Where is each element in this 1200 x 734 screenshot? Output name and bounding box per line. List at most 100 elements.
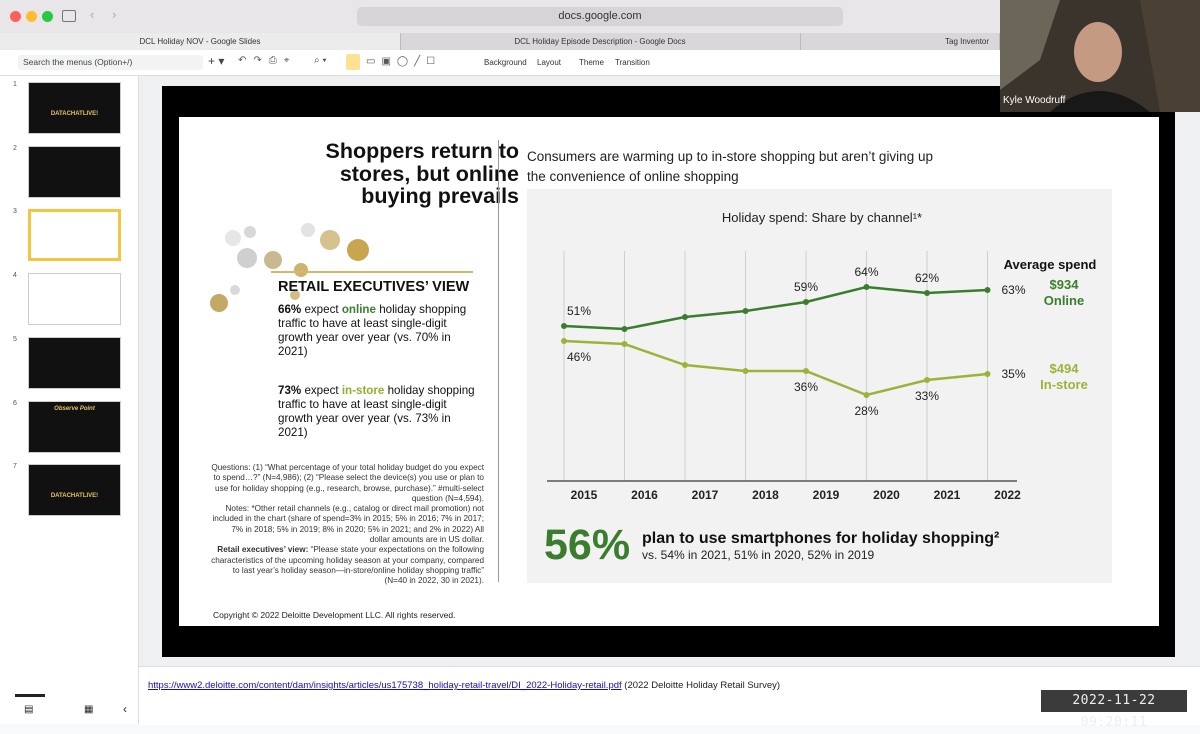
slide-title: Shoppers return to stores, but online bu… — [239, 140, 519, 208]
tab[interactable]: DCL Holiday NOV - Google Slides — [0, 33, 401, 50]
notes-caption: (2022 Deloitte Holiday Retail Survey) — [621, 680, 781, 691]
data-label: 59% — [794, 280, 818, 294]
slide-number: 4 — [13, 272, 17, 280]
zoom-button[interactable] — [42, 11, 53, 22]
grid-view-button[interactable]: ▦ — [84, 704, 94, 715]
slide-number: 3 — [13, 208, 17, 216]
slide-number: 7 — [13, 463, 17, 471]
slide-thumbnail[interactable]: DATACHATLIVE! — [28, 82, 121, 134]
back-button[interactable]: ‹ — [90, 7, 95, 22]
view-indicator — [15, 694, 45, 697]
bubble — [290, 290, 300, 300]
slide-thumbnail[interactable] — [28, 273, 121, 326]
search-menus[interactable]: Search the menus (Option+/) — [18, 55, 203, 70]
filmstrip: ▤ ▦ ‹ 1 DATACHATLIVE! 2 3 4 5 6 Observe Point 7 D… — [0, 76, 139, 724]
new-slide-button[interactable]: + ▾ — [208, 54, 225, 68]
slide-thumbnail[interactable] — [28, 145, 121, 198]
data-point — [803, 368, 809, 374]
exec-point: 73% expect in-store holiday shopping tra… — [278, 384, 478, 440]
x-tick-label: 2017 — [692, 488, 719, 502]
data-label: 36% — [794, 380, 818, 394]
slide-thumbnail[interactable]: DATACHATLIVE! — [28, 464, 121, 517]
x-tick-label: 2019 — [813, 488, 840, 502]
notes-link[interactable]: https://www2.deloitte.com/content/dam/in… — [148, 680, 622, 691]
timestamp: 2022-11-22 09:20:11 — [1041, 690, 1187, 730]
channel: online — [341, 303, 376, 316]
menu-item[interactable]: Theme — [579, 58, 604, 67]
tab[interactable]: DCL Holiday Episode Description - Google… — [400, 33, 801, 50]
webcam-overlay: Kyle Woodruff — [1000, 0, 1200, 112]
tab-title: Tag Inventor — [945, 37, 990, 46]
menu-item[interactable]: Transition — [615, 58, 650, 67]
footnote: Questions: (1) “What percentage of your … — [211, 463, 484, 503]
average-spend-amount: $934 — [1050, 277, 1080, 292]
thumbnail-text: DATACHATLIVE! — [50, 493, 99, 500]
title-line: Shoppers return to — [325, 139, 519, 163]
text: holiday shopping traffic to have at leas… — [278, 384, 475, 439]
tab[interactable]: Tag Inventor — [800, 33, 1000, 50]
legend-label: Online — [1044, 293, 1084, 308]
bubbles — [210, 223, 473, 312]
data-label: 51% — [567, 304, 591, 318]
collapse-button[interactable]: ‹ — [123, 702, 127, 716]
zoom-button[interactable]: ⌕ ▾ — [314, 55, 327, 66]
address-bar[interactable]: docs.google.com — [357, 7, 843, 26]
slide-subheading: Consumers are warming up to in-store sho… — [527, 149, 933, 184]
sidebar-icon[interactable] — [62, 10, 76, 22]
data-point — [863, 284, 870, 290]
data-point — [682, 362, 688, 368]
background-art — [1140, 0, 1200, 112]
bubble — [244, 226, 256, 238]
stat: 66% — [278, 303, 302, 316]
webcam-image — [1000, 0, 1200, 112]
x-tick-label: 2018 — [752, 488, 779, 502]
tab-title: DCL Holiday NOV - Google Slides — [139, 37, 261, 46]
data-label: 62% — [915, 271, 939, 285]
exec-heading: RETAIL EXECUTIVES’ VIEW — [278, 279, 470, 295]
menu-item[interactable]: Background — [484, 58, 527, 67]
title-line: stores, but online — [339, 161, 519, 186]
x-tick-label: 2016 — [631, 488, 658, 502]
insert-icons[interactable]: ▭▣◯╱☐ — [366, 56, 442, 67]
bubble — [320, 230, 340, 250]
smartphone-detail: vs. 54% in 2021, 51% in 2020, 52% in 201… — [642, 548, 874, 562]
menu-item[interactable]: Layout — [537, 58, 562, 67]
close-button[interactable] — [10, 11, 21, 22]
data-point — [863, 392, 870, 398]
text: expect — [301, 384, 342, 397]
forward-button[interactable]: › — [112, 7, 117, 22]
search-placeholder: Search the menus (Option+/) — [23, 57, 133, 67]
data-label: 35% — [1001, 367, 1025, 381]
bubble — [230, 285, 240, 295]
slide-number: 2 — [13, 144, 17, 152]
data-point — [561, 323, 567, 329]
slide-thumbnail[interactable] — [28, 336, 121, 389]
bubble — [294, 263, 308, 277]
face — [1074, 22, 1122, 82]
x-tick-label: 2022 — [994, 488, 1021, 502]
select-tool[interactable] — [346, 54, 360, 70]
participant-name: Kyle Woodruff — [1003, 95, 1066, 106]
data-point — [984, 287, 991, 293]
minimize-button[interactable] — [26, 11, 37, 22]
url: docs.google.com — [558, 10, 642, 22]
tab-bar: DCL Holiday NOV - Google Slides DCL Holi… — [0, 33, 1200, 50]
filmstrip-view-button[interactable]: ▤ — [24, 704, 34, 715]
edit-icons[interactable]: ↶↷⎙⌖ — [238, 55, 297, 66]
shirt — [1050, 91, 1150, 112]
legend-label: In-store — [1040, 377, 1088, 392]
data-point — [621, 341, 628, 347]
smartphone-stat: 56% — [544, 521, 630, 569]
text: expect — [301, 303, 342, 316]
slide-thumbnail[interactable] — [28, 209, 121, 262]
slide-number: 1 — [13, 81, 17, 88]
data-point — [924, 290, 930, 296]
footnotes: Questions: (1) “What percentage of your … — [210, 463, 484, 587]
data-point — [924, 377, 930, 383]
data-point — [742, 308, 749, 314]
smartphone-headline: plan to use smartphones for holiday shop… — [642, 530, 999, 547]
slide-thumbnail[interactable]: Observe Point — [28, 400, 121, 453]
data-label: 28% — [854, 404, 878, 418]
slide-number: 5 — [13, 335, 17, 343]
